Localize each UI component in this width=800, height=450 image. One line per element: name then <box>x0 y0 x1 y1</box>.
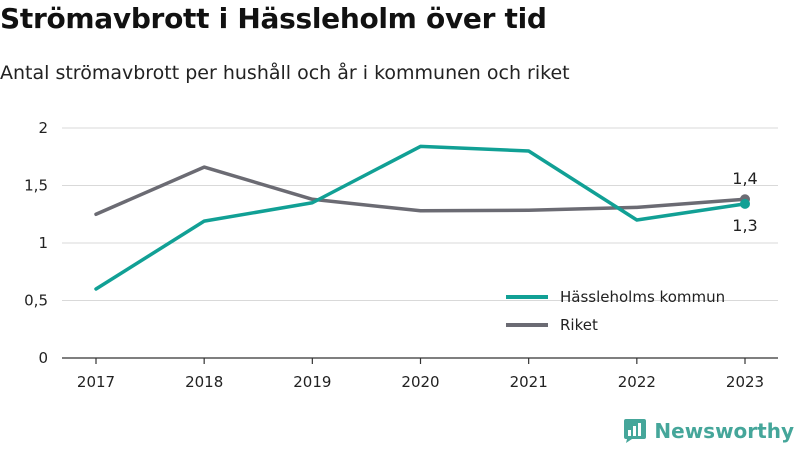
end-label-riket: 1,4 <box>732 169 757 188</box>
legend-label-hassleholm: Hässleholms kommun <box>560 288 725 306</box>
legend: Hässleholms kommun Riket <box>506 288 725 334</box>
end-point-hassleholm <box>740 198 750 209</box>
x-tick-label: 2018 <box>185 373 223 391</box>
series-line-hassleholm <box>94 144 747 291</box>
y-axis-ticks: 0 0,5 1 1,5 2 <box>24 119 48 367</box>
x-tick-label: 2020 <box>401 373 439 391</box>
legend-label-riket: Riket <box>560 316 598 334</box>
grid-lines <box>62 127 778 301</box>
x-axis: 2017 2018 2019 2020 2021 2022 2023 <box>62 357 778 391</box>
x-tick-label: 2019 <box>293 373 331 391</box>
series-line-riket <box>94 165 747 216</box>
y-tick-label: 0 <box>38 349 48 367</box>
end-label-hassleholm: 1,3 <box>732 216 757 235</box>
x-tick-label: 2021 <box>510 373 548 391</box>
x-tick-label: 2017 <box>77 373 115 391</box>
x-tick-label: 2022 <box>618 373 656 391</box>
chart-subtitle: Antal strömavbrott per hushåll och år i … <box>0 62 570 84</box>
newsworthy-logo-icon <box>624 419 647 443</box>
y-tick-label: 1 <box>38 234 48 252</box>
x-tick-label: 2023 <box>726 373 764 391</box>
chart-title: Strömavbrott i Hässleholm över tid <box>0 2 547 35</box>
newsworthy-brand: Newsworthy <box>622 418 794 444</box>
series-lines <box>94 144 750 291</box>
brand-name: Newsworthy <box>654 419 794 443</box>
y-tick-label: 0,5 <box>24 292 48 310</box>
end-labels: 1,4 1,3 <box>732 169 757 235</box>
y-tick-label: 1,5 <box>24 177 48 195</box>
y-tick-label: 2 <box>38 119 48 137</box>
